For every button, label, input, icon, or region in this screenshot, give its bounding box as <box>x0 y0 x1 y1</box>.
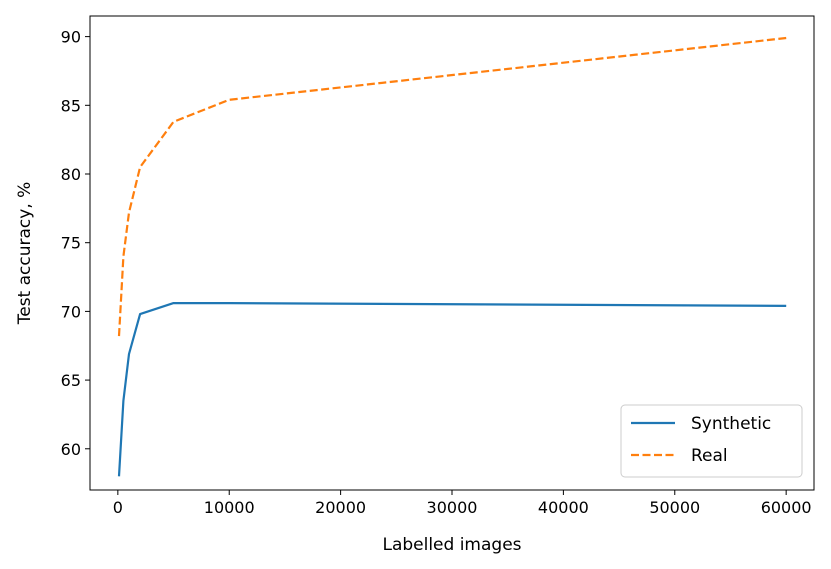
y-tick-label: 80 <box>61 165 81 184</box>
legend-label-real: Real <box>691 446 728 466</box>
x-axis-ticks: 0 10000 20000 30000 40000 50000 60000 <box>113 490 812 517</box>
x-tick-label: 30000 <box>427 498 478 517</box>
y-tick-label: 60 <box>61 440 81 459</box>
y-axis-ticks: 60 65 70 75 80 85 90 <box>61 28 90 459</box>
x-tick-label: 20000 <box>315 498 366 517</box>
legend: Synthetic Real <box>620 404 803 478</box>
legend-label-synthetic: Synthetic <box>691 414 771 434</box>
x-tick-label: 10000 <box>204 498 255 517</box>
y-tick-label: 75 <box>61 234 81 253</box>
y-tick-label: 70 <box>61 302 81 321</box>
x-tick-label: 50000 <box>649 498 700 517</box>
y-tick-label: 90 <box>61 28 81 47</box>
x-tick-label: 0 <box>113 498 123 517</box>
x-axis-label: Labelled images <box>382 535 521 555</box>
series-layer <box>117 36 787 477</box>
y-axis-label: Test accuracy, % <box>15 182 35 326</box>
y-tick-label: 85 <box>61 96 81 115</box>
x-tick-label: 40000 <box>538 498 589 517</box>
y-tick-label: 65 <box>61 371 81 390</box>
x-tick-label: 60000 <box>761 498 812 517</box>
